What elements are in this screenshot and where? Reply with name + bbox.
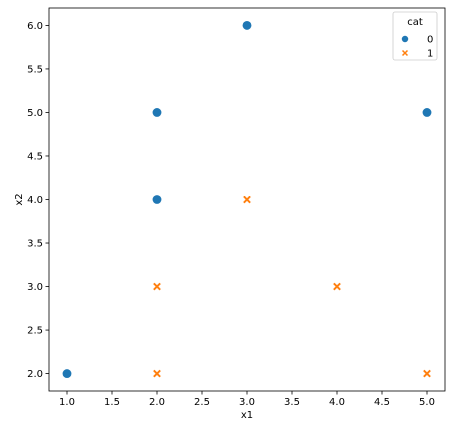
legend-label: 0 [427,35,433,46]
legend-label: 1 [427,49,433,60]
x-tick-label: 5.0 [419,397,435,408]
x-tick-label: 2.5 [194,397,210,408]
series-0-point [61,368,73,379]
y-tick-label: 5.5 [27,64,43,75]
x-tick-label: 3.0 [239,397,255,408]
series-0-point [241,20,253,31]
y-tick-label: 3.5 [27,239,43,250]
y-tick-label: 6.0 [27,21,43,32]
y-tick-label: 2.5 [27,326,43,337]
series-1-point [332,281,342,292]
x-tick-label: 1.5 [104,397,120,408]
series-1-point [422,368,432,379]
legend-box [392,11,438,61]
x-tick-label: 4.5 [374,397,390,408]
y-tick-label: 3.0 [27,282,43,293]
series-0-point [151,107,163,118]
series-1-point [152,281,162,292]
y-tick-label: 5.0 [27,108,43,119]
series-1-point [152,368,162,379]
x-axis-ticks: 1.0 1.5 2.0 2.5 3.0 3.5 4.0 4.5 5.0 [59,391,435,408]
legend-entries: 01 [401,35,433,60]
legend-marker-1 [401,49,409,57]
y-tick-label: 2.0 [27,369,43,380]
data-points [61,20,433,379]
x-tick-label: 4.0 [329,397,345,408]
series-0-point [151,194,163,205]
y-tick-label: 4.5 [27,151,43,162]
legend-title: cat [407,17,423,28]
y-axis-ticks: 2.0 2.5 3.0 3.5 4.0 4.5 5.0 5.5 6.0 [27,21,49,380]
legend-marker-0 [401,35,409,43]
y-axis-label: x2 [14,193,25,205]
series-1-point [242,194,252,205]
y-tick-label: 4.0 [27,195,43,206]
legend: cat 01 [392,11,438,61]
x-axis-label: x1 [241,410,253,421]
x-tick-label: 2.0 [149,397,165,408]
series-0-point [421,107,433,118]
x-tick-label: 3.5 [284,397,300,408]
x-tick-label: 1.0 [59,397,75,408]
